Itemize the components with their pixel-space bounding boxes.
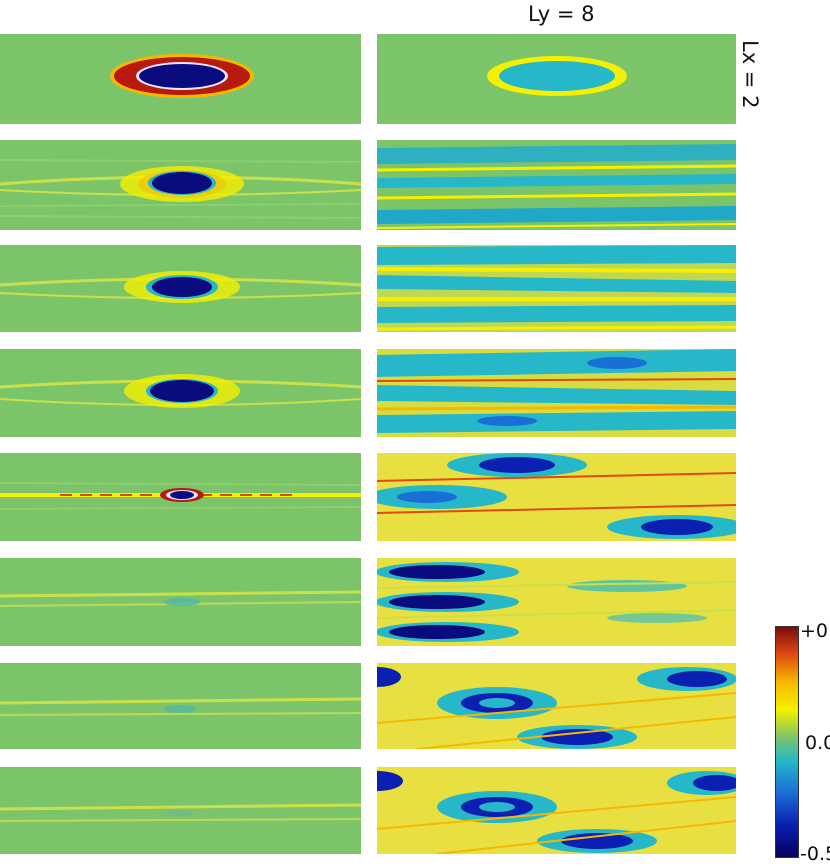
panel-right-1 [377,34,736,124]
panel-left-8 [0,767,361,854]
column-title: Ly = 8 [528,2,595,26]
panel-right-5 [377,453,736,541]
panel-right-8 [377,767,736,854]
panel-left-2 [0,140,361,230]
panel-left-1 [0,34,361,124]
panel-right-4 [377,349,736,437]
panel-left-4 [0,349,361,437]
panel-right-7 [377,663,736,749]
colorbar [775,626,799,858]
panel-right-6 [377,558,736,646]
row-title: Lx = 2 [738,40,762,109]
colorbar-min-label: -0.5 [800,843,830,865]
colorbar-max-label: +0.5 [800,620,830,642]
panel-left-5 [0,453,361,541]
colorbar-mid-label: 0.0 [805,732,830,754]
panel-left-6 [0,558,361,646]
panel-left-3 [0,245,361,332]
panel-right-3 [377,245,736,332]
panel-left-7 [0,663,361,749]
panel-right-2 [377,140,736,230]
